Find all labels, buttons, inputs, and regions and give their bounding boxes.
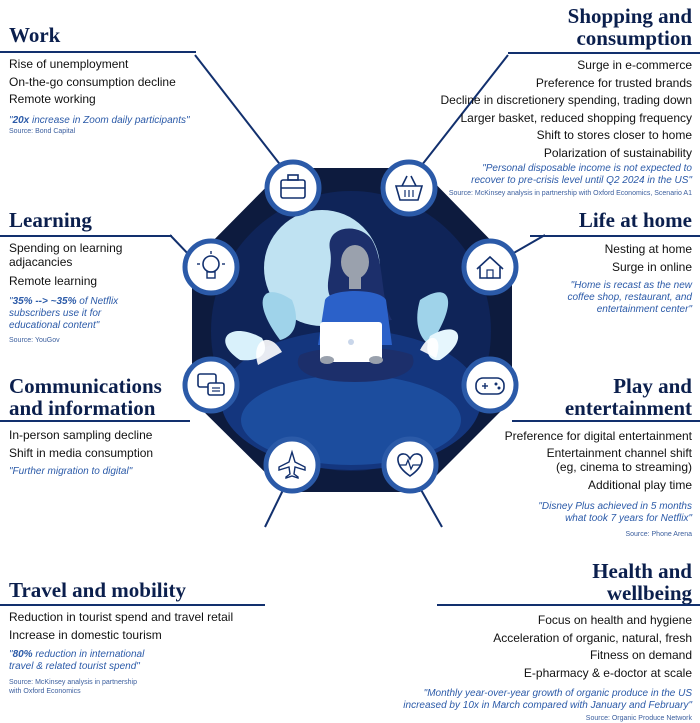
health-quote-line1: "Monthly year-over-year growth of organi… — [423, 688, 692, 699]
learning-item: Spending on learning — [9, 241, 123, 255]
shopping-source: Source: McKinsey analysis in partnership… — [448, 190, 692, 197]
home-quote-line3: entertainment center" — [596, 304, 692, 315]
icon-circles — [182, 159, 519, 494]
briefcase-icon — [264, 159, 322, 217]
travel-item: Increase in domestic tourism — [9, 627, 162, 642]
travel-source-line1: Source: McKinsey analysis in partnership — [9, 679, 138, 686]
play-source: Source: Phone Arena — [625, 531, 692, 538]
shopping-item: Shift to stores closer to home — [536, 128, 692, 142]
section-home: Life at home Nesting at home Surge in on… — [492, 209, 692, 316]
health-quote-line2: increased by 10x in March compared with … — [403, 700, 692, 711]
work-title: Work — [9, 23, 61, 47]
shopping-item: Surge in e-commerce — [577, 58, 692, 72]
shopping-item: Preference for trusted brands — [535, 75, 692, 90]
heartbeat-icon — [381, 436, 439, 494]
lightbulb-icon — [182, 238, 240, 296]
learning-item: adjacancies — [9, 255, 73, 269]
play-item: Entertainment channel shift — [546, 445, 692, 460]
section-travel: Travel and mobility Reduction in tourist… — [9, 579, 239, 696]
play-item: (eg, cinema to streaming) — [555, 459, 692, 474]
travel-source-line2: with Oxford Economics — [9, 688, 81, 695]
health-item: E-pharmacy & e-doctor at scale — [523, 665, 692, 680]
health-title-line2: wellbeing — [606, 581, 692, 605]
chat-icon — [182, 356, 240, 414]
home-item: Nesting at home — [604, 242, 692, 256]
play-title-line1: Play and — [613, 374, 692, 398]
connector-lines — [169, 54, 546, 528]
travel-quote: "80% reduction in international travel &… — [9, 649, 145, 672]
shopping-rule — [508, 52, 700, 54]
section-learning: Learning Spending on learning adjacancie… — [9, 209, 169, 345]
communications-item: In-person sampling decline — [9, 428, 153, 442]
health-source: Source: Organic Produce Network — [585, 715, 692, 722]
communications-title-line2: and information — [9, 396, 156, 420]
shopping-quote-line2: recover to pre-crisis level until Q2 202… — [471, 175, 692, 186]
work-item: On-the-go consumption decline — [9, 74, 176, 89]
play-item: Preference for digital entertainment — [504, 429, 692, 443]
work-rule — [0, 51, 196, 53]
shopping-item: Larger basket, reduced shopping frequenc… — [460, 110, 693, 125]
play-quote-line1: "Disney Plus achieved in 5 months — [538, 501, 692, 512]
play-item: Additional play time — [587, 477, 692, 492]
work-item: Remote working — [9, 92, 96, 106]
section-work: Work Rise of unemployment On-the-go cons… — [9, 24, 209, 136]
health-item: Focus on health and hygiene — [537, 613, 692, 627]
home-title: Life at home — [578, 208, 692, 232]
communications-quote: "Further migration to digital" — [9, 466, 133, 477]
learning-rule — [0, 235, 172, 237]
home-quote-line1: "Home is recast as the new — [570, 280, 692, 291]
shopping-item: Polarization of sustainability — [543, 145, 692, 160]
section-communications: Communications and information In-person… — [9, 375, 199, 478]
play-rule — [512, 420, 700, 422]
section-shopping: Shopping and consumption Surge in e-comm… — [392, 5, 692, 198]
section-play: Play and entertainment Preference for di… — [472, 375, 692, 539]
travel-title: Travel and mobility — [9, 578, 186, 602]
shopping-title-line2: consumption — [576, 26, 692, 50]
work-quote: "20x increase in Zoom daily participants… — [9, 114, 190, 126]
communications-rule — [0, 420, 190, 422]
communications-item: Shift in media consumption — [9, 445, 154, 460]
health-rule — [437, 604, 700, 606]
section-health: Health and wellbeing Focus on health and… — [392, 560, 692, 723]
work-item: Rise of unemployment — [9, 57, 129, 71]
home-rule — [530, 235, 700, 237]
woman-with-laptop-illustration — [297, 228, 414, 382]
health-item: Fitness on demand — [589, 648, 692, 662]
health-title-line1: Health and — [592, 559, 692, 583]
travel-rule — [0, 604, 265, 606]
learning-source: Source: YouGov — [9, 336, 60, 344]
travel-item: Reduction in tourist spend and travel re… — [9, 610, 234, 624]
shopping-basket-icon — [380, 159, 438, 217]
shopping-item: Decline in discretionery spending, tradi… — [440, 93, 692, 107]
gamepad-icon — [461, 356, 519, 414]
house-icon — [461, 238, 519, 296]
home-item: Surge in online — [611, 259, 692, 274]
play-quote-line2: what took 7 years for Netflix" — [565, 513, 692, 524]
learning-item: Remote learning — [9, 274, 98, 288]
airplane-icon — [263, 436, 321, 494]
play-title-line2: entertainment — [564, 396, 692, 420]
health-item: Acceleration of organic, natural, fresh — [493, 630, 692, 645]
learning-title: Learning — [9, 208, 92, 232]
home-quote-line2: coffee shop, restaurant, and — [567, 292, 692, 303]
shopping-quote-line1: "Personal disposable income is not expec… — [482, 163, 692, 174]
learning-quote: "35% --> ~35% of Netflix subscribers use… — [9, 295, 119, 331]
work-source: Source: Bond Capital — [9, 127, 76, 135]
communications-title-line1: Communications — [9, 374, 162, 398]
shopping-title-line1: Shopping and — [567, 4, 692, 28]
